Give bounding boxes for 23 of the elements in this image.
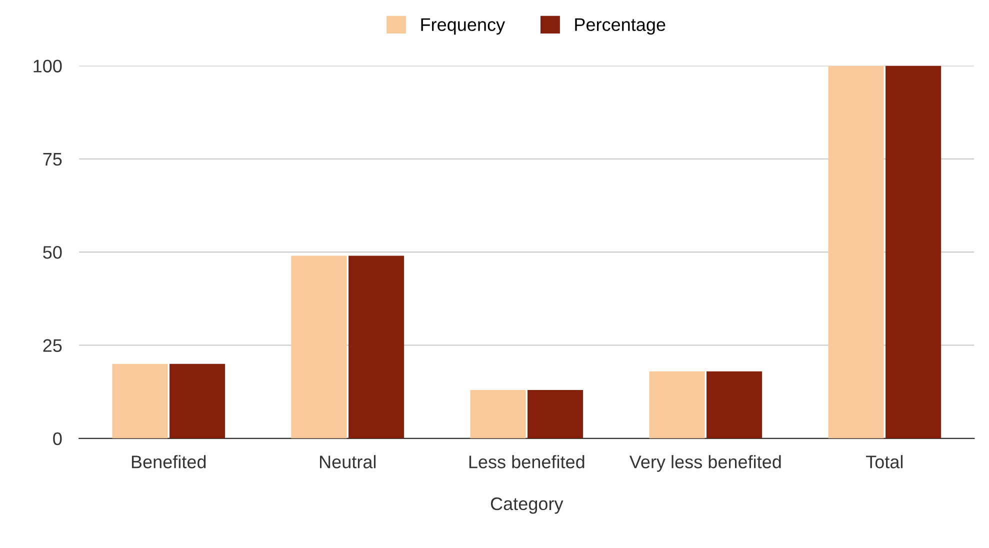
y-tick-label: 50 [43, 246, 62, 259]
y-tick-label: 75 [43, 153, 62, 166]
y-tick-label: 100 [34, 60, 62, 72]
bar [348, 256, 404, 438]
x-tick-label: Neutral [320, 455, 376, 468]
bar [528, 390, 584, 438]
bar [886, 66, 942, 438]
x-tick-label: Total [866, 455, 903, 468]
bar [649, 371, 705, 438]
bar [828, 66, 884, 438]
bar [169, 364, 226, 438]
x-tick-label: Very less benefited [629, 455, 781, 472]
bar [470, 390, 526, 438]
legend-label: Percentage [575, 18, 666, 35]
x-axis-title: Category [490, 497, 564, 514]
bar [112, 364, 168, 438]
x-tick-label: Benefited [132, 455, 206, 468]
bar [291, 256, 347, 438]
y-tick-label: 0 [53, 432, 62, 446]
bar [706, 371, 762, 438]
y-tick-label: 25 [43, 339, 62, 352]
x-tick-label: Less benefited [469, 455, 584, 468]
legend-label: Frequency [421, 18, 506, 35]
